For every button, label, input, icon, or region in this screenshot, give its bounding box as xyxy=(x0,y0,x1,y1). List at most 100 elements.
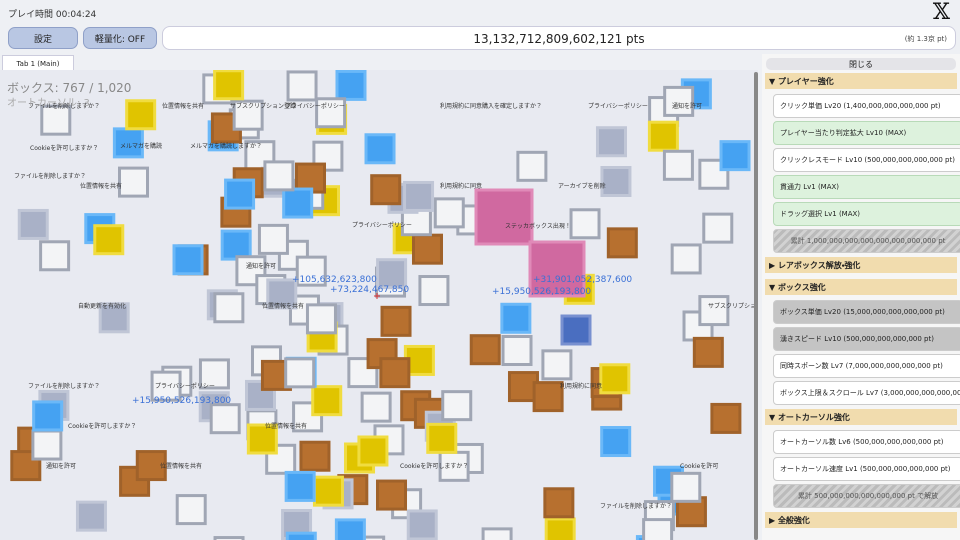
box xyxy=(380,305,412,337)
box xyxy=(266,278,298,310)
floating-gain: +105,632,623,800 xyxy=(292,275,377,285)
box xyxy=(265,443,297,475)
box-label: 位置情報を共有 xyxy=(265,422,307,430)
box xyxy=(282,187,314,219)
box-label: ファイルを削除しますか？ xyxy=(28,102,100,110)
box xyxy=(364,133,396,165)
section-header[interactable]: ▶ 全般強化 xyxy=(765,512,957,528)
rare-box xyxy=(474,188,534,246)
box xyxy=(403,180,435,212)
box-label: 位置情報を共有 xyxy=(262,302,304,310)
box xyxy=(150,370,182,402)
box xyxy=(433,197,465,229)
box-count: ボックス: 767 / 1,020 xyxy=(7,81,132,95)
box-label: 位置情報を共有 xyxy=(162,102,204,110)
box xyxy=(600,166,632,198)
box xyxy=(285,531,317,540)
box xyxy=(418,275,450,307)
upgrade-item[interactable]: プレイヤー当たり判定拡大 Lv10 (MAX) xyxy=(773,121,960,145)
box xyxy=(10,450,42,482)
box xyxy=(354,535,386,540)
box xyxy=(376,258,408,290)
upgrade-item[interactable]: 同時スポーン数 Lv7 (7,000,000,000,000,000 pt) xyxy=(773,354,960,378)
upgrade-item[interactable]: 湧きスピード Lv10 (500,000,000,000,000 pt) xyxy=(773,327,960,351)
box-label: 通知を許可 xyxy=(672,102,702,110)
box xyxy=(376,479,408,511)
scrollbar[interactable] xyxy=(754,72,758,540)
box xyxy=(606,227,638,259)
light-mode-button[interactable]: 軽量化: OFF xyxy=(83,27,157,49)
floating-gain: +15,950,526,193,800 xyxy=(132,396,231,406)
floating-gain: +15,950,526,193,800 xyxy=(492,287,591,297)
box xyxy=(670,243,702,275)
box xyxy=(469,334,501,366)
box-label: サブスクリプション登録 xyxy=(230,102,296,110)
box-label: 位置情報を共有 xyxy=(160,462,202,470)
box-label: 利用規約に同意 xyxy=(440,182,482,190)
box xyxy=(198,358,230,390)
box-label: ファイルを削除しますか？ xyxy=(14,172,86,180)
box xyxy=(698,295,730,327)
box-label: ファイルを削除しますか？ xyxy=(28,382,100,390)
floating-gain: +73,224,467,850 xyxy=(330,285,409,295)
box xyxy=(662,149,694,181)
section-header[interactable]: ▶ レアボックス解放・強化 xyxy=(765,257,957,273)
box xyxy=(441,390,473,422)
box xyxy=(543,487,575,519)
box xyxy=(334,518,366,540)
box xyxy=(501,335,533,367)
box xyxy=(411,233,443,265)
upgrade-panel: 閉じる ▼ プレイヤー強化クリック単価 Lv20 (1,400,000,000,… xyxy=(762,54,960,540)
box xyxy=(175,494,207,526)
box xyxy=(263,160,295,192)
settings-button[interactable]: 設定 xyxy=(8,27,78,49)
floating-gain: +31,901,052,387,600 xyxy=(533,275,632,285)
box-label: 通知を許可 xyxy=(46,462,76,470)
box xyxy=(516,150,548,182)
box xyxy=(426,422,458,454)
box-label: プライバシーポリシー xyxy=(155,382,215,390)
game-area[interactable]: ファイルを削除しますか？ 位置情報を共有 サブスクリプション登録プライバシーポリシー… xyxy=(0,70,758,540)
section-header[interactable]: ▼ プレイヤー強化 xyxy=(765,73,957,89)
box-label: アーカイブを削除 xyxy=(558,182,606,190)
upgrade-item[interactable]: ボックス上限＆スクロール Lv7 (3,000,000,000,000,000 … xyxy=(773,381,960,405)
box-label: 自動更新を有効化 xyxy=(78,302,126,310)
box xyxy=(647,120,679,152)
box xyxy=(595,126,627,158)
box xyxy=(599,363,631,395)
upgrade-item[interactable]: 貫通力 Lv1 (MAX) xyxy=(773,175,960,199)
box xyxy=(379,357,411,389)
box xyxy=(220,229,252,261)
box xyxy=(213,70,245,101)
box-label: Cookieを許可しますか？ xyxy=(400,462,468,470)
box xyxy=(98,302,130,334)
box xyxy=(213,536,245,540)
upgrade-item[interactable]: クリック単価 Lv20 (1,400,000,000,000,000 pt) xyxy=(773,94,960,118)
box-field: ファイルを削除しますか？ 位置情報を共有 サブスクリプション登録プライバシーポリシー… xyxy=(10,70,758,540)
box xyxy=(213,292,245,324)
x-share-icon[interactable]: 𝕏 xyxy=(932,0,950,25)
section-header[interactable]: ▼ オートカーソル強化 xyxy=(765,409,957,425)
box-label: ステッカボックス出現！ xyxy=(505,222,571,230)
box xyxy=(315,97,347,129)
box xyxy=(312,140,344,172)
box xyxy=(438,450,470,482)
box xyxy=(544,517,576,540)
upgrade-item: 累計 1,000,000,000,000,000,000,000,000 pt xyxy=(773,229,960,253)
box xyxy=(360,391,392,423)
box-label: 利用規約に同意 xyxy=(440,102,482,110)
upgrade-item[interactable]: クリックレスモード Lv10 (500,000,000,000,000 pt) xyxy=(773,148,960,172)
section-header[interactable]: ▼ ボックス強化 xyxy=(765,279,957,295)
box-label: ファイルを削除しますか？ xyxy=(600,502,672,510)
box xyxy=(118,166,150,198)
tab[interactable]: Tab 1 (Main) xyxy=(2,55,74,71)
upgrade-item[interactable]: ボックス単価 Lv20 (15,000,000,000,000,000 pt) xyxy=(773,300,960,324)
close-button[interactable]: 閉じる xyxy=(766,58,956,70)
box xyxy=(31,429,63,461)
upgrade-item[interactable]: オートカーソル速度 Lv1 (500,000,000,000,000 pt) xyxy=(773,457,960,481)
upgrade-item[interactable]: オートカーソル数 Lv6 (500,000,000,000,000 pt) xyxy=(773,430,960,454)
upgrade-item[interactable]: ドラッグ選択 Lv1 (MAX) xyxy=(773,202,960,226)
box xyxy=(32,400,64,432)
cursor xyxy=(374,293,380,299)
